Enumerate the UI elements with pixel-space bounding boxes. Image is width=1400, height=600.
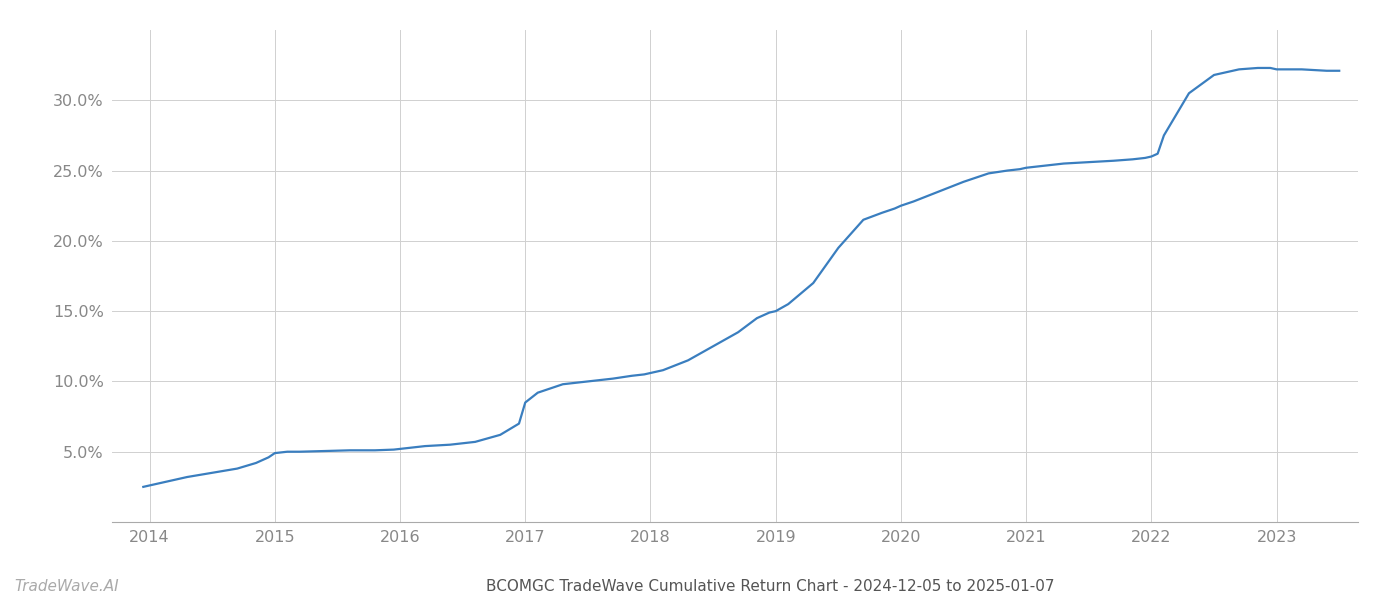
Text: TradeWave.AI: TradeWave.AI bbox=[14, 579, 119, 594]
Text: BCOMGC TradeWave Cumulative Return Chart - 2024-12-05 to 2025-01-07: BCOMGC TradeWave Cumulative Return Chart… bbox=[486, 579, 1054, 594]
